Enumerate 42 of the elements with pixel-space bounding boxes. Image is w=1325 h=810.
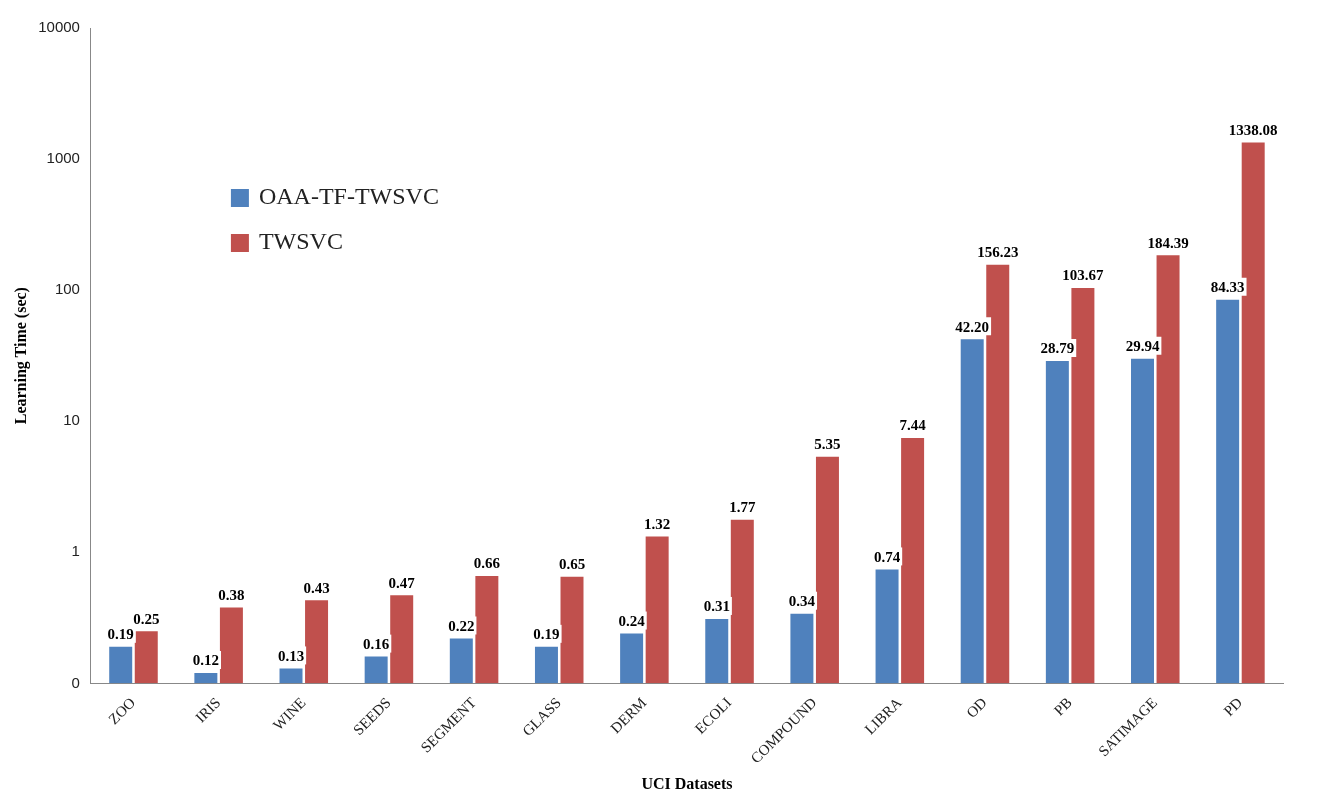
legend-label: TWSVC bbox=[258, 228, 343, 255]
data-label: 0.19 bbox=[533, 626, 560, 643]
data-label: 29.94 bbox=[1125, 338, 1160, 355]
data-label: 0.74 bbox=[873, 548, 901, 565]
data-label: 0.22 bbox=[448, 617, 475, 634]
data-label: 7.44 bbox=[899, 417, 927, 434]
data-label: 1.32 bbox=[644, 515, 671, 532]
data-label: 0.38 bbox=[218, 586, 245, 603]
y-tick-label: 0 bbox=[71, 673, 80, 691]
data-label: 0.47 bbox=[388, 574, 416, 591]
data-label: 103.67 bbox=[1062, 267, 1105, 284]
data-label: 156.23 bbox=[977, 244, 1019, 261]
data-label: 1.77 bbox=[729, 499, 756, 516]
data-label: 0.43 bbox=[303, 579, 330, 596]
data-label: 28.79 bbox=[1040, 340, 1075, 357]
x-tick-label: PB bbox=[1050, 694, 1076, 719]
data-label: 1338.08 bbox=[1228, 121, 1278, 138]
data-label: 5.35 bbox=[814, 436, 841, 453]
data-label: 0.66 bbox=[473, 555, 501, 572]
data-label: 0.16 bbox=[363, 635, 390, 652]
legend-label: OAA-TF-TWSVC bbox=[258, 183, 439, 210]
data-label: 0.25 bbox=[133, 610, 160, 627]
data-label: 184.39 bbox=[1147, 234, 1189, 251]
data-label: 0.12 bbox=[192, 652, 219, 669]
data-label: 42.20 bbox=[955, 318, 990, 335]
data-label: 0.24 bbox=[618, 612, 646, 629]
y-tick-label: 10 bbox=[63, 411, 80, 429]
data-label: 0.19 bbox=[107, 626, 134, 643]
x-axis-title: UCI Datasets bbox=[641, 774, 733, 792]
data-label: 0.31 bbox=[703, 598, 730, 615]
y-tick-label: 100 bbox=[54, 280, 80, 298]
y-axis-title: Learning Time (sec) bbox=[11, 287, 30, 425]
y-tick-label: 10000 bbox=[38, 18, 80, 36]
data-label: 84.33 bbox=[1210, 279, 1245, 296]
data-label: 0.13 bbox=[277, 647, 305, 664]
y-tick-label: 1 bbox=[71, 542, 80, 560]
data-label: 0.65 bbox=[558, 556, 586, 573]
x-tick-label: IRIS bbox=[192, 694, 224, 726]
x-tick-label: OD bbox=[963, 694, 990, 721]
x-tick-label: PD bbox=[1220, 694, 1246, 720]
y-tick-label: 1000 bbox=[46, 149, 80, 167]
data-label: 0.34 bbox=[788, 593, 816, 610]
